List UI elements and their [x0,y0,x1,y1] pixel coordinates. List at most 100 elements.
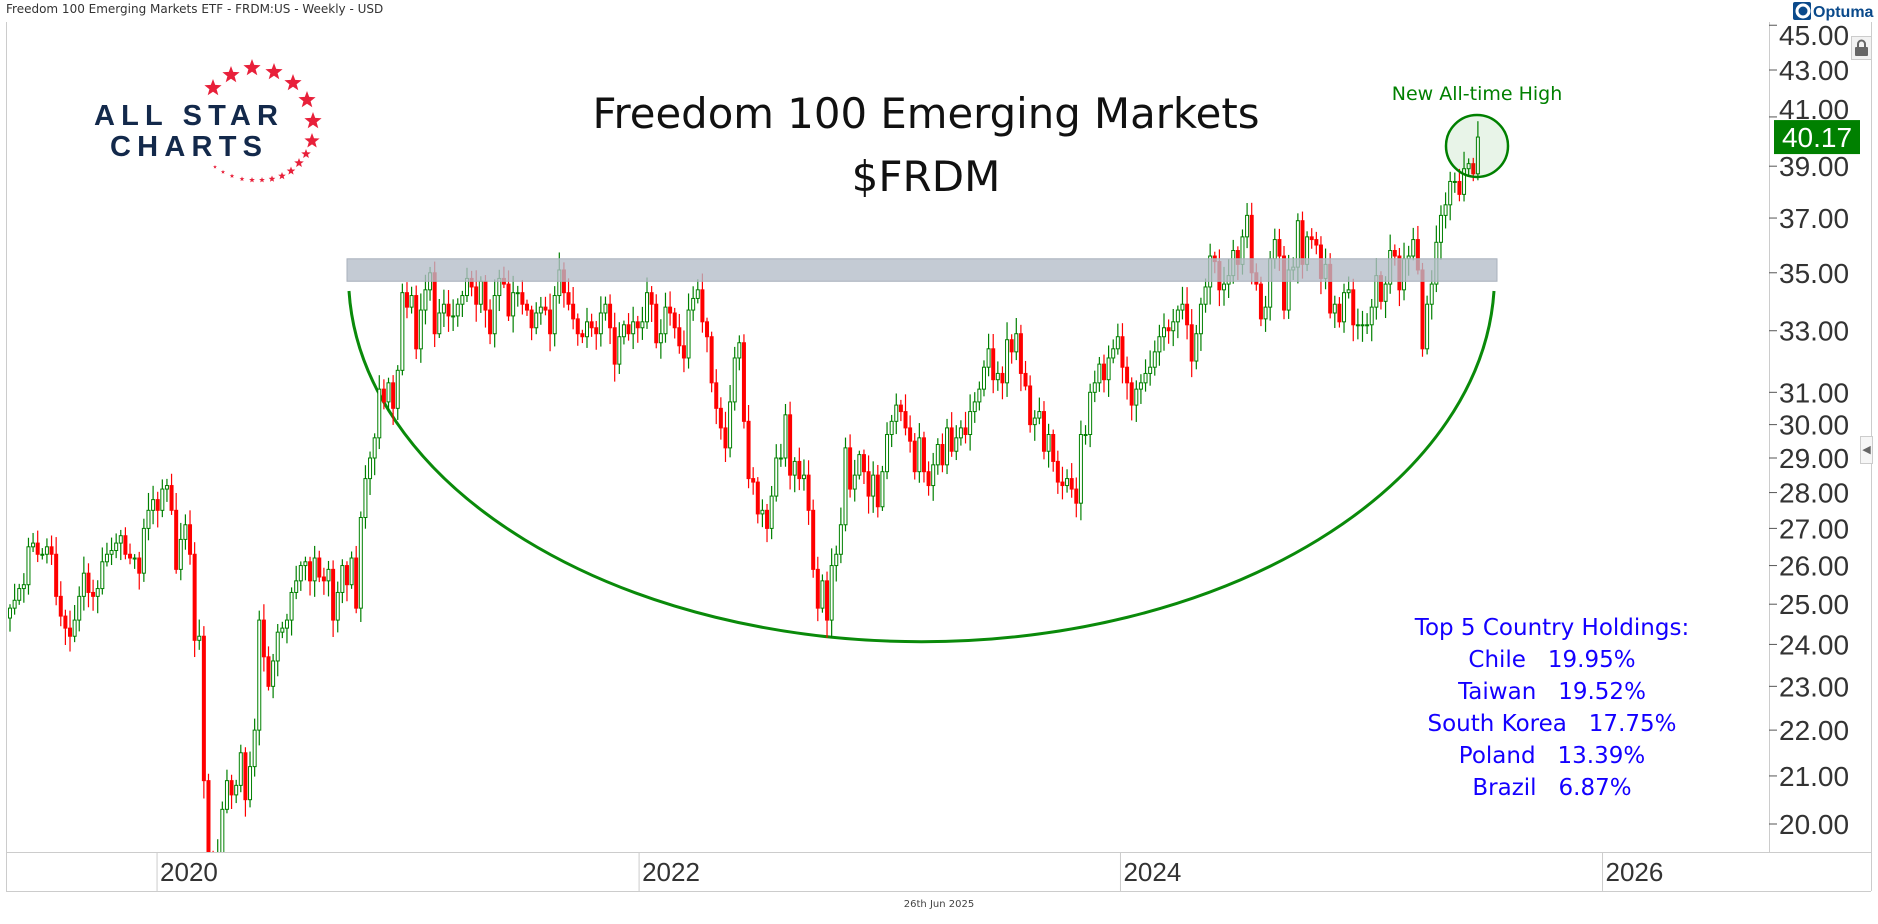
candle [137,551,142,590]
country-holdings: Top 5 Country Holdings: Chile 19.95% Tai… [1352,612,1752,804]
candle-body [580,333,585,338]
candle [104,542,109,567]
y-tick-label: 22.00 [1779,715,1849,746]
candle-body [534,312,539,329]
holding-country: South Korea [1427,711,1567,737]
candle-body [178,538,183,570]
candle [986,333,991,377]
candle [178,522,183,581]
candle-body [908,427,913,442]
candle-body [1078,434,1083,504]
candle [1088,383,1093,448]
candle-body [1425,303,1430,350]
lock-icon[interactable] [1851,36,1872,60]
y-tick-label: 31.00 [1779,377,1849,408]
candle-body [1129,382,1134,406]
candle [349,551,354,589]
candle-body [261,619,266,658]
candle-body [1083,434,1088,437]
candle [358,511,363,622]
candle-body [857,454,862,476]
candle-body [548,309,553,335]
holding-row: Taiwan 19.52% [1352,676,1752,708]
candle [843,437,848,532]
candle-body [391,382,396,409]
candle [515,285,520,307]
chevron-left-icon[interactable]: ◀ [1860,436,1873,464]
candle-body [815,568,820,609]
candle [132,554,137,569]
candle-body [363,478,368,519]
candle-body [478,280,483,305]
candle-body [778,457,783,460]
candle [778,443,783,467]
candle-body [981,366,986,390]
candle-body [308,561,313,582]
candle-body [709,336,714,384]
candle-body [21,584,26,590]
candle-body [1162,327,1166,338]
candle [114,533,119,559]
candle [217,839,219,852]
candle [1309,228,1314,249]
candle-body [921,437,926,473]
candle-body [81,572,86,597]
holding-pct: 19.95% [1547,647,1636,673]
candle-body [395,369,400,409]
candle-body [1157,336,1162,353]
candle-body [760,509,765,515]
candle [146,492,151,541]
candle [871,461,876,513]
candle [945,418,950,475]
candle [1457,168,1462,202]
candle [737,335,742,371]
candle-body [1429,283,1434,305]
candle-body [257,619,262,731]
candle-body [903,411,908,429]
star-icon [301,149,311,158]
candle [1383,276,1388,319]
holding-row: Poland 13.39% [1352,740,1752,772]
candle [880,465,885,511]
candle [1097,356,1102,392]
candle-body [132,557,137,560]
candle-body [1023,372,1028,387]
candle-body [912,440,917,473]
candle-body [1332,303,1337,314]
candle-body [155,499,160,511]
candle-body [1452,180,1457,183]
candle [1475,121,1480,181]
candle-body [252,729,257,768]
candle-body [774,457,779,497]
candle-body [1392,250,1397,257]
candle [705,317,710,353]
candle [1162,313,1166,351]
star-icon [222,66,240,83]
candle [123,527,128,560]
y-tick-label: 23.00 [1779,671,1849,702]
candle [529,305,534,341]
candle-body [1258,283,1263,320]
candle-body [640,321,645,329]
candle-body [940,444,945,466]
all-time-high-circle [1444,113,1510,179]
y-axis: 20.00 21.00 22.00 23.00 24.00 25.00 26.00 27.00… [1769,20,1849,840]
candle [1051,429,1056,472]
candle [972,392,977,423]
candle [12,583,17,615]
candle-body [700,289,705,323]
candle [838,507,843,564]
candle [248,751,253,808]
candle-body [718,407,723,429]
candle-body [894,404,899,422]
candle-body [691,297,696,311]
candle [511,275,516,333]
x-tick-label: 2026 [1606,857,1664,887]
candle [635,315,640,343]
candle-body [1009,339,1014,353]
star-icon [239,176,245,182]
candle [409,286,414,314]
candle [326,560,331,597]
candle-body [566,292,571,305]
